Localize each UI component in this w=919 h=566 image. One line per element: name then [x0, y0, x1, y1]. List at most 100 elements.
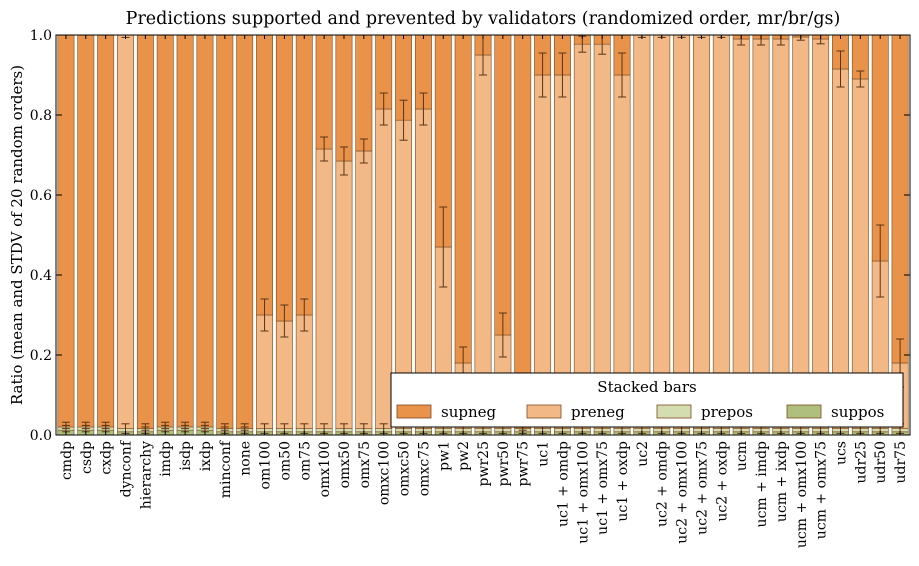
bar-supneg	[57, 34, 75, 428]
x-tick-label: cxdp	[99, 441, 115, 475]
x-tick-label: ucm + ixdp	[774, 441, 790, 522]
x-tick-label: uc1 + omx75	[595, 441, 611, 535]
x-tick-label: uc2 + omx75	[694, 441, 710, 535]
bar-supneg	[355, 34, 373, 152]
bar-preneg	[315, 148, 333, 429]
bar-supneg	[494, 34, 512, 336]
y-tick-label: 0.4	[30, 268, 52, 284]
x-tick-label: om50	[277, 441, 293, 481]
bars-layer	[57, 34, 909, 436]
x-tick-label: omx100	[317, 441, 333, 497]
bar-preneg	[812, 38, 830, 429]
x-tick-label: csdp	[79, 441, 95, 474]
x-tick-label: udr50	[873, 441, 889, 484]
bar-preneg	[375, 108, 393, 429]
x-tick-label: hierarchy	[138, 441, 154, 509]
x-tick-label: pw2	[456, 441, 472, 471]
legend-label-supneg: supneg	[441, 403, 496, 421]
legend-swatch-supneg	[396, 404, 432, 419]
x-axis-ticks: cmdp csdp cxdp dynconf hierarchy imdp isdp ixdp…	[59, 35, 909, 548]
y-tick-label: 0.8	[30, 108, 52, 124]
x-tick-label: uc1 + omdp	[555, 441, 571, 527]
x-tick-label: omxc50	[397, 441, 413, 496]
x-tick-label: om75	[297, 441, 313, 481]
bar-supneg	[236, 34, 254, 429]
x-tick-label: minconf	[218, 439, 234, 498]
x-tick-label: ucm + imdp	[754, 441, 770, 527]
x-tick-label: uc2 + omdp	[655, 441, 671, 527]
bar-supneg	[97, 34, 115, 428]
x-tick-label: om100	[258, 441, 274, 489]
bar-preneg	[693, 34, 710, 429]
legend-label-preneg: preneg	[571, 403, 625, 421]
x-tick-label: ucm + omx75	[814, 441, 830, 539]
bar-preneg	[593, 43, 611, 429]
x-tick-label: uc1 + omx100	[575, 441, 591, 544]
x-tick-label: dynconf	[119, 439, 135, 497]
bar-supneg	[275, 34, 293, 322]
bar-preneg	[752, 38, 770, 429]
chart-title: Predictions supported and prevented by v…	[126, 9, 841, 29]
x-tick-label: uc2	[635, 441, 651, 467]
x-tick-label: uc1 + oxdp	[615, 441, 631, 522]
bar-preneg	[355, 150, 373, 429]
x-tick-label: cmdp	[59, 441, 75, 480]
bar-supneg	[335, 34, 353, 162]
legend: Stacked bars supneg preneg prepos suppos	[390, 372, 904, 428]
bar-supneg	[136, 34, 154, 429]
bar-preneg	[653, 34, 671, 429]
x-tick-label: none	[238, 441, 254, 476]
x-tick-label: omxc75	[416, 441, 432, 496]
x-tick-label: omxc100	[377, 441, 393, 505]
bar-preneg	[117, 34, 134, 429]
bar-preneg	[673, 34, 691, 429]
x-tick-label: pwr75	[516, 441, 532, 486]
bar-supneg	[891, 34, 909, 364]
x-tick-label: pwr50	[496, 441, 512, 486]
bar-preneg	[792, 36, 810, 429]
x-tick-label: pwr25	[476, 441, 492, 486]
bar-supneg	[176, 34, 194, 428]
x-tick-label: omx50	[337, 441, 353, 488]
bar-supneg	[156, 34, 174, 428]
y-axis-ticks: 0.0 0.2 0.4 0.6 0.8 1.0	[30, 28, 910, 444]
bar-supneg	[256, 34, 273, 316]
bar-preneg	[335, 160, 353, 429]
bar-preneg	[732, 38, 750, 429]
bar-supneg	[77, 34, 95, 428]
plot-frame	[55, 34, 911, 436]
legend-swatch-suppos	[786, 404, 822, 419]
y-tick-label: 0.2	[30, 348, 52, 364]
x-tick-label: omx75	[357, 441, 373, 488]
x-tick-label: udr75	[893, 441, 909, 484]
bar-preneg	[712, 34, 730, 429]
x-tick-label: uc1	[536, 441, 552, 467]
x-tick-label: uc2 + omx100	[675, 441, 691, 544]
bar-supneg	[196, 34, 214, 428]
x-tick-label: ucm	[734, 441, 750, 471]
y-tick-label: 1.0	[30, 28, 52, 44]
x-tick-label: isdp	[178, 441, 194, 471]
y-axis-label: Ratio (mean and STDV of 20 random orders…	[8, 65, 26, 405]
legend-label-suppos: suppos	[831, 403, 884, 421]
legend-label-prepos: prepos	[701, 403, 753, 421]
bar-preneg	[772, 38, 790, 429]
bar-supneg	[454, 34, 472, 364]
x-tick-label: uc2 + oxdp	[714, 441, 730, 522]
x-tick-label: imdp	[158, 441, 174, 477]
x-tick-label: ucs	[833, 441, 849, 465]
legend-swatch-preneg	[526, 404, 562, 419]
bar-supneg	[295, 34, 313, 316]
bar-supneg	[315, 34, 333, 150]
legend-swatch-prepos	[656, 404, 692, 419]
bar-preneg	[295, 314, 313, 429]
x-tick-label: ixdp	[198, 441, 214, 471]
x-tick-label: ucm + omx100	[794, 441, 810, 548]
legend-title: Stacked bars	[597, 378, 696, 396]
bar-supneg	[216, 34, 234, 429]
bar-supneg	[514, 34, 532, 429]
y-tick-label: 0.0	[30, 428, 52, 444]
x-tick-label: pw1	[436, 441, 452, 471]
bar-preneg	[573, 43, 591, 429]
